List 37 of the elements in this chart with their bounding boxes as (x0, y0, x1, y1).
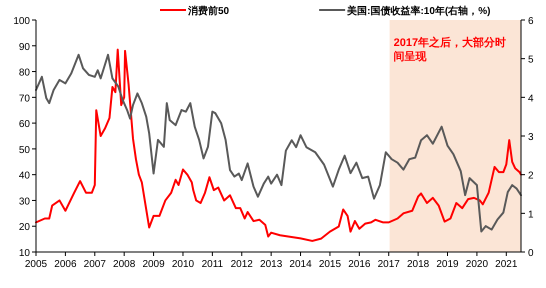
x-tick-label: 2017 (378, 259, 400, 270)
x-tick-label: 2005 (24, 259, 48, 270)
x-tick-label: 2012 (230, 259, 254, 270)
y2-tick-label: 0 (528, 248, 534, 259)
x-tick-label: 2018 (406, 259, 430, 270)
y-tick-label: 20 (18, 222, 30, 234)
y-tick-label: 10 (18, 248, 30, 259)
x-tick-label: 2013 (260, 259, 283, 270)
y-tick-label: 60 (18, 119, 30, 130)
x-tick-label: 2006 (54, 259, 77, 270)
y2-tick-label: 1 (528, 209, 534, 220)
x-tick-label: 2016 (348, 259, 371, 270)
x-tick-label: 2015 (318, 259, 342, 270)
x-tick-label: 2007 (84, 259, 106, 270)
x-tick-label: 2019 (436, 259, 460, 270)
y2-tick-label: 6 (528, 16, 534, 27)
x-tick-label: 2011 (202, 259, 224, 270)
y-tick-label: 50 (18, 144, 30, 156)
y2-tick-label: 2 (528, 170, 534, 182)
y2-tick-label: 3 (528, 132, 534, 143)
x-tick-label: 2014 (289, 259, 312, 270)
y-tick-label: 80 (18, 68, 30, 79)
x-tick-label: 2010 (172, 259, 195, 270)
y-tick-label: 90 (18, 42, 30, 53)
y2-tick-label: 4 (528, 93, 534, 104)
legend-label: 美国:国债收益率:10年(右轴，%) (346, 5, 490, 17)
band-label: 2017年之后，大部分时间呈现 (394, 36, 506, 63)
x-tick-label: 2021 (495, 259, 518, 270)
y-tick-label: 30 (18, 196, 30, 208)
y2-tick-label: 5 (528, 54, 534, 66)
y-tick-label: 100 (13, 16, 30, 27)
x-tick-label: 2008 (113, 259, 136, 270)
legend-label: 消费前50 (187, 5, 230, 17)
y-tick-label: 40 (18, 170, 30, 182)
x-tick-label: 2009 (142, 259, 166, 270)
x-tick-label: 2020 (466, 259, 488, 270)
y-tick-label: 70 (18, 93, 30, 104)
